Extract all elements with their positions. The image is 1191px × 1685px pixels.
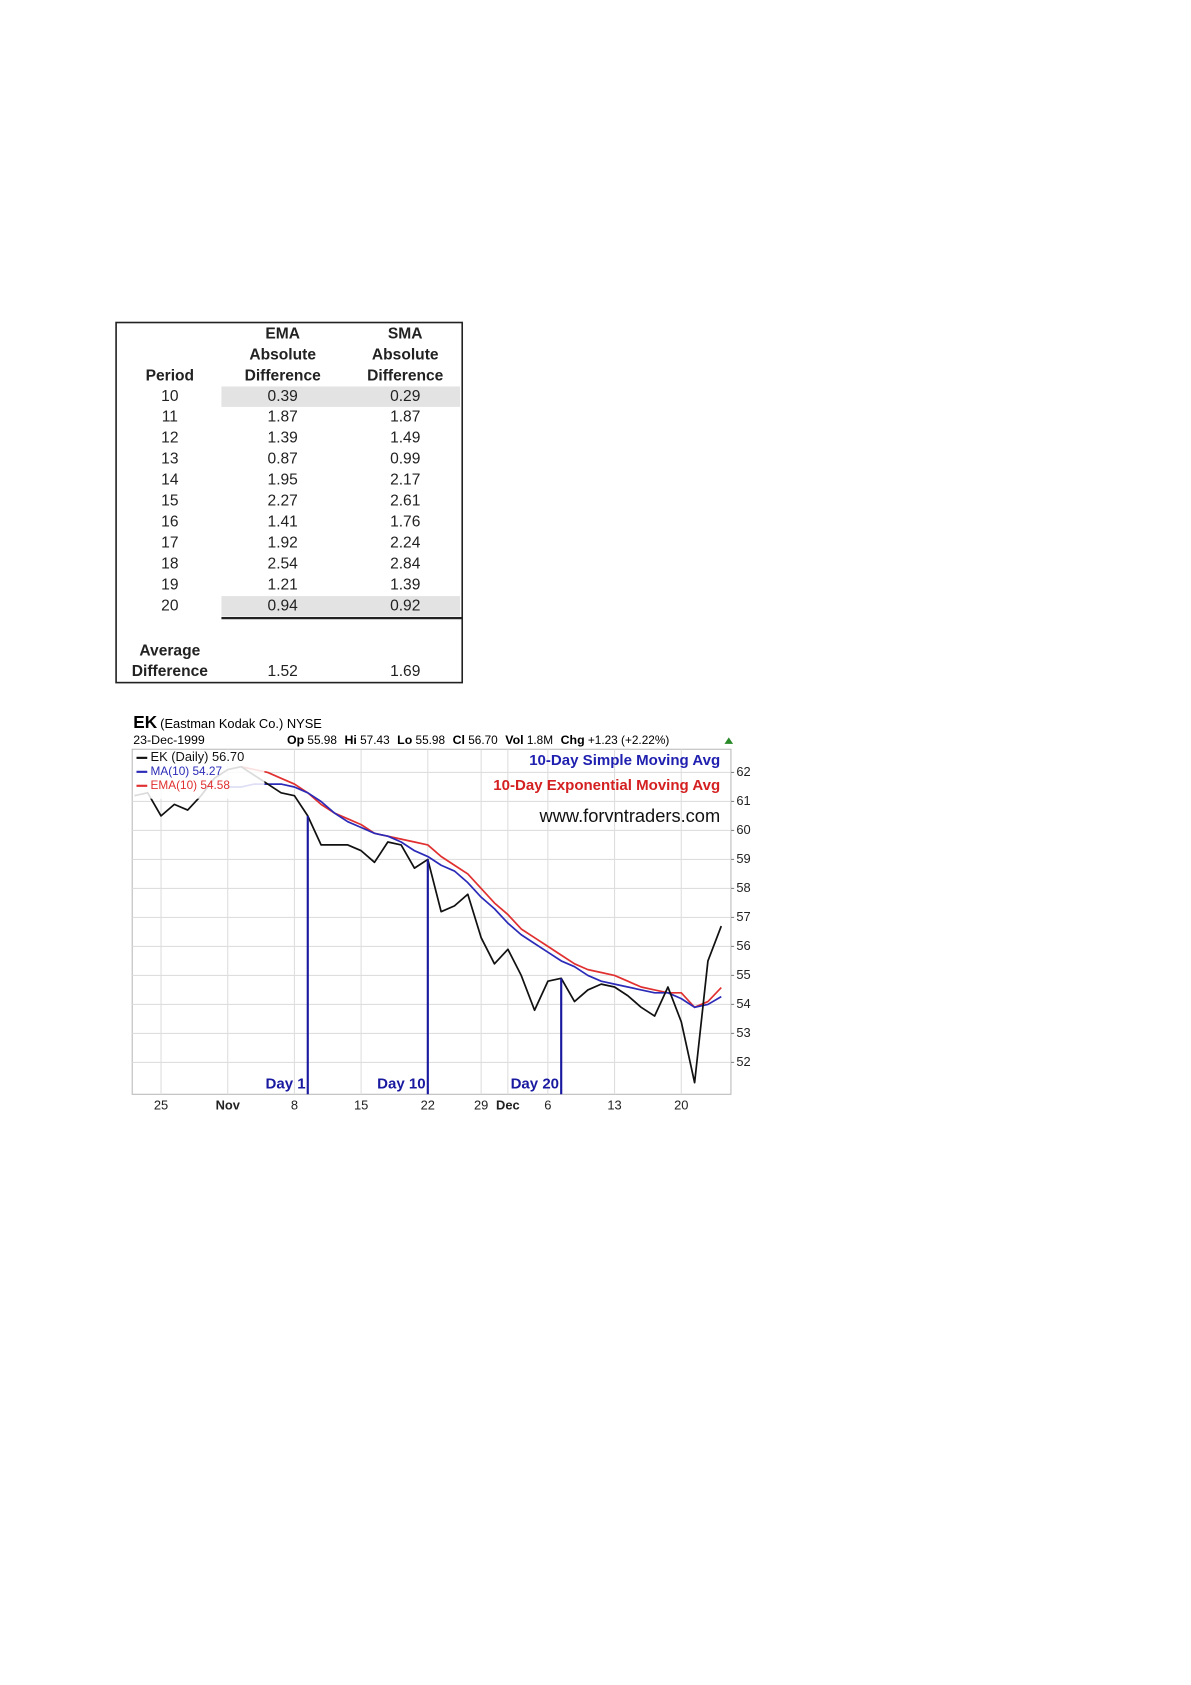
footer-label: Difference — [132, 663, 209, 680]
chart-title: EK — [133, 712, 157, 732]
quote-label: Cl — [453, 733, 465, 747]
chart-note: www.forvntraders.com — [539, 805, 721, 826]
table-cell: 2.61 — [390, 493, 420, 510]
chart-note: 10-Day Exponential Moving Avg — [493, 777, 720, 794]
quote-value: 56.70 — [468, 733, 498, 747]
table-cell: 1.95 — [268, 472, 299, 489]
x-tick-label: Dec — [496, 1098, 520, 1113]
table-cell: 1.87 — [268, 409, 298, 426]
day-label: Day 10 — [377, 1076, 425, 1093]
row-highlight — [221, 386, 461, 407]
table-cell: 0.39 — [268, 388, 298, 405]
y-tick-label: 55 — [736, 967, 750, 982]
row-highlight — [221, 596, 461, 617]
table-cell: 2.17 — [390, 472, 420, 489]
column-header: SMA — [388, 325, 423, 342]
x-tick-label: 25 — [154, 1098, 168, 1113]
x-tick-label: 20 — [674, 1098, 688, 1113]
table-cell: 13 — [161, 451, 178, 468]
table-cell: 2.27 — [268, 493, 298, 510]
table-cell: 2.24 — [390, 535, 421, 552]
table-cell: 1.39 — [268, 430, 298, 447]
table-cell: 19 — [161, 576, 178, 593]
table-cell: 14 — [161, 472, 179, 489]
table-cell: 1.76 — [390, 514, 420, 531]
y-tick-label: 59 — [736, 851, 750, 866]
y-tick-label: 60 — [736, 822, 750, 837]
quote-value: 55.98 — [416, 733, 446, 747]
column-header: Absolute — [372, 346, 439, 363]
legend-box — [133, 750, 265, 799]
table-cell: 1.39 — [390, 576, 420, 593]
table-cell: 12 — [161, 430, 178, 447]
series-line — [240, 765, 722, 1009]
quote-label: Lo — [397, 733, 413, 747]
footer-value: 1.52 — [268, 663, 298, 680]
x-tick-label: 22 — [421, 1098, 435, 1113]
quote-label: Hi — [344, 733, 356, 747]
legend-entry: MA(10) 54.27 — [150, 764, 222, 778]
quote-label: Chg — [561, 733, 585, 747]
table-cell: 1.41 — [268, 514, 298, 531]
y-tick-label: 57 — [736, 909, 750, 924]
column-header: Period — [146, 367, 194, 384]
footer-label: Average — [139, 643, 200, 660]
y-tick-label: 61 — [736, 793, 750, 808]
x-tick-label: Nov — [216, 1098, 241, 1113]
table-cell: 0.87 — [268, 451, 298, 468]
table-cell: 0.92 — [390, 597, 420, 614]
series-line — [227, 783, 722, 1009]
column-header: Difference — [367, 367, 444, 384]
x-tick-label: 6 — [544, 1098, 551, 1113]
y-tick-label: 52 — [736, 1054, 750, 1069]
legend-entry: EK (Daily) 56.70 — [150, 749, 244, 764]
table-cell: 10 — [161, 388, 179, 405]
table-cell: 16 — [161, 514, 178, 531]
table-cell: 0.99 — [390, 451, 420, 468]
up-arrow — [724, 737, 734, 744]
table-cell: 15 — [161, 493, 179, 510]
chart-subtitle: (Eastman Kodak Co.) NYSE — [160, 716, 322, 731]
y-tick-label: 56 — [736, 938, 750, 953]
quote-value: +1.23 (+2.22%) — [588, 733, 669, 747]
quote-value: 55.98 — [307, 733, 337, 747]
day-label: Day 1 — [265, 1076, 305, 1093]
table-cell: 1.92 — [268, 535, 298, 552]
table-cell: 0.29 — [390, 388, 420, 405]
y-tick-label: 62 — [736, 764, 750, 779]
column-header: Absolute — [249, 346, 316, 363]
table-border — [115, 321, 464, 684]
quote-value: 57.43 — [360, 733, 390, 747]
table-cell: 2.84 — [390, 555, 421, 572]
table-cell: 1.21 — [268, 576, 298, 593]
table-cell: 11 — [162, 409, 178, 426]
legend-entry: EMA(10) 54.58 — [150, 778, 230, 792]
quote-label: Vol — [505, 733, 523, 747]
chart-note: 10-Day Simple Moving Avg — [529, 752, 720, 769]
table-cell: 1.49 — [390, 430, 420, 447]
y-tick-label: 53 — [736, 1025, 750, 1040]
table-cell: 17 — [161, 535, 178, 552]
x-tick-label: 29 — [474, 1098, 488, 1113]
y-tick-label: 58 — [736, 880, 750, 895]
quote-date: 23-Dec-1999 — [133, 733, 205, 747]
column-header: Difference — [245, 367, 322, 384]
table-cell: 18 — [161, 555, 178, 572]
x-tick-label: 8 — [291, 1098, 298, 1113]
plot-area — [131, 748, 732, 1095]
day-label: Day 20 — [511, 1076, 559, 1093]
footer-value: 1.69 — [390, 663, 420, 680]
column-header: EMA — [265, 325, 300, 342]
table-cell: 20 — [161, 597, 179, 614]
quote-label: Op — [287, 733, 305, 747]
x-tick-label: 15 — [354, 1098, 368, 1113]
table-cell: 0.94 — [268, 597, 299, 614]
y-tick-label: 54 — [736, 996, 750, 1011]
table-cell: 2.54 — [268, 555, 299, 572]
quote-value: 1.8M — [527, 733, 553, 747]
table-cell: 1.87 — [390, 409, 420, 426]
x-tick-label: 13 — [607, 1098, 621, 1113]
